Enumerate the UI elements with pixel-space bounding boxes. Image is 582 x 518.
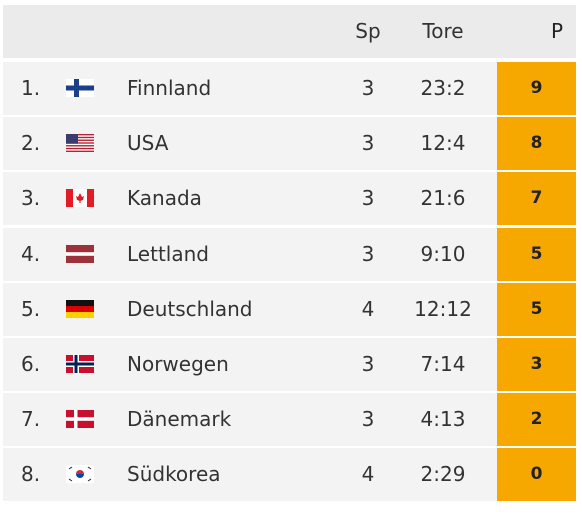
games-played: 3 [361, 186, 375, 211]
rank: 6. [21, 352, 41, 376]
goals: 2:29 [420, 462, 466, 487]
points: 5 [497, 227, 576, 281]
games-played: 3 [361, 131, 375, 156]
table-row: 8. Südkorea 4 2:29 0 [3, 448, 576, 502]
games-played: 3 [361, 407, 375, 432]
flag-icon [66, 410, 94, 429]
table-row: 3. Kanada 3 21:6 7 [3, 172, 576, 226]
rank: 8. [21, 462, 41, 487]
team-name: Dänemark [127, 407, 232, 432]
table-row: 2. USA 3 12:4 8 [3, 117, 576, 171]
rank: 4. [21, 241, 41, 266]
games-played: 3 [361, 241, 375, 266]
games-played: 3 [361, 352, 375, 376]
rank: 7. [21, 407, 41, 432]
games-played: 4 [361, 296, 375, 321]
goals: 9:10 [420, 241, 466, 266]
header-row: Sp Tore P [3, 5, 576, 58]
header-cell: P [550, 19, 563, 43]
table-row: 4. Lettland 3 9:10 5 [3, 227, 576, 281]
points: 2 [497, 393, 576, 447]
team-name: Norwegen [127, 352, 229, 376]
team-name: Deutschland [127, 296, 253, 321]
goals: 12:12 [414, 296, 472, 321]
goals: 23:2 [420, 76, 466, 100]
team-name: Kanada [127, 186, 202, 211]
header-cell: Sp [355, 19, 381, 43]
team-name: Lettland [127, 241, 209, 266]
team-name: USA [127, 131, 169, 156]
flag-icon [66, 189, 94, 208]
points: 9 [497, 62, 576, 115]
rank: 2. [21, 131, 41, 156]
flag-icon [66, 134, 94, 153]
header-cell: Tore [422, 19, 464, 43]
games-played: 4 [361, 462, 375, 487]
team-name: Finnland [127, 76, 212, 100]
points: 8 [497, 117, 576, 171]
flag-icon [66, 355, 94, 373]
points: 3 [497, 338, 576, 391]
games-played: 3 [361, 76, 375, 100]
goals: 12:4 [420, 131, 466, 156]
table-row: 1. Finnland 3 23:2 9 [3, 62, 576, 115]
rank: 5. [21, 296, 41, 321]
flag-icon [66, 465, 94, 484]
table-row: 7. Dänemark 3 4:13 2 [3, 393, 576, 447]
points: 5 [497, 282, 576, 336]
flag-icon [66, 244, 94, 263]
flag-icon [66, 299, 94, 318]
table-row: 6. Norwegen 3 7:14 3 [3, 338, 576, 391]
team-name: Südkorea [127, 462, 221, 487]
table-row: 5. Deutschland 4 12:12 5 [3, 282, 576, 336]
points: 0 [497, 448, 576, 502]
flag-icon [66, 79, 94, 97]
rank: 1. [21, 76, 41, 100]
goals: 21:6 [420, 186, 466, 211]
points: 7 [497, 172, 576, 226]
goals: 4:13 [420, 407, 466, 432]
goals: 7:14 [420, 352, 466, 376]
rank: 3. [21, 186, 41, 211]
